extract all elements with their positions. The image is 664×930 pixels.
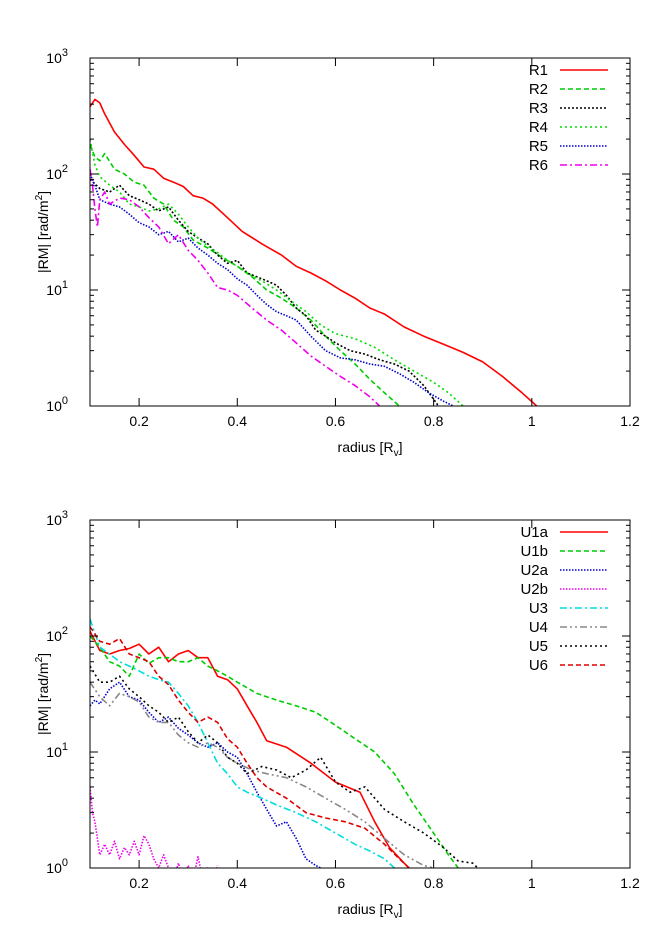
legend-label: R4 (529, 119, 548, 136)
x-tick-label: 0.8 (424, 413, 444, 429)
legend-label: U2a (520, 562, 548, 579)
legend-label: U5 (529, 638, 548, 655)
x-tick-label: 0.4 (228, 413, 248, 429)
y-tick-label: 101 (46, 279, 68, 298)
legend-label: R6 (529, 157, 548, 174)
legend-label: U1a (520, 524, 548, 541)
series-line-r6 (90, 169, 381, 406)
series-line-u4 (90, 681, 434, 868)
x-axis-label: radius [Rv] (338, 901, 403, 921)
series-line-u1b (90, 635, 459, 868)
legend-label: U4 (529, 619, 548, 636)
chart-bottom: |RM| [rad/m2] radius [Rv] 0.2 0.4 0.6 0.8 1 1… (34, 509, 640, 921)
y-axis-label: |RM| [rad/m2] (34, 653, 51, 735)
chart-top: |RM| [rad/m2] radius [Rv] 0.2 0.4 0.6 0.8 1 1… (34, 47, 640, 459)
series-line-r1 (90, 98, 538, 406)
legend-label: R5 (529, 138, 548, 155)
legend-label: U1b (520, 543, 548, 560)
legend-label: R2 (529, 81, 548, 98)
y-tick-label: 102 (46, 625, 68, 644)
plot-frame (89, 519, 631, 869)
x-tick-label: 0.4 (228, 875, 248, 891)
y-tick-label: 100 (46, 395, 68, 414)
x-tick-label: 1 (528, 875, 536, 891)
series-line-u1a (90, 630, 410, 868)
y-tick-label: 103 (46, 47, 68, 66)
legend-label: U3 (529, 600, 548, 617)
x-tick-label: 0.8 (424, 875, 444, 891)
x-tick-label: 0.6 (326, 413, 346, 429)
y-tick-label: 101 (46, 741, 68, 760)
legend-label: R3 (529, 100, 548, 117)
x-tick-label: 0.2 (129, 413, 149, 429)
legend-label: U6 (529, 657, 548, 674)
y-tick-label: 102 (46, 163, 68, 182)
x-tick-label: 1.2 (620, 875, 640, 891)
series-line-r4 (90, 138, 464, 406)
y-tick-label: 100 (46, 857, 68, 876)
series-line-u2a (90, 681, 322, 868)
legend-label: U2b (520, 581, 548, 598)
series-line-u2b (90, 786, 219, 868)
x-tick-label: 0.6 (326, 875, 346, 891)
series-line-r2 (90, 144, 400, 406)
y-tick-label: 103 (46, 509, 68, 528)
y-axis-label: |RM| [rad/m2] (34, 191, 51, 273)
legend-label: R1 (529, 62, 548, 79)
x-tick-label: 1 (528, 413, 536, 429)
series-line-r5 (90, 173, 454, 406)
plot-frame (89, 57, 631, 407)
series-line-u6 (90, 626, 410, 868)
x-tick-label: 0.2 (129, 875, 149, 891)
series-line-u3 (90, 618, 395, 868)
x-axis-label: radius [Rv] (338, 439, 403, 459)
series-line-u5 (90, 665, 479, 868)
series-line-r3 (90, 178, 440, 406)
x-tick-label: 1.2 (620, 413, 640, 429)
